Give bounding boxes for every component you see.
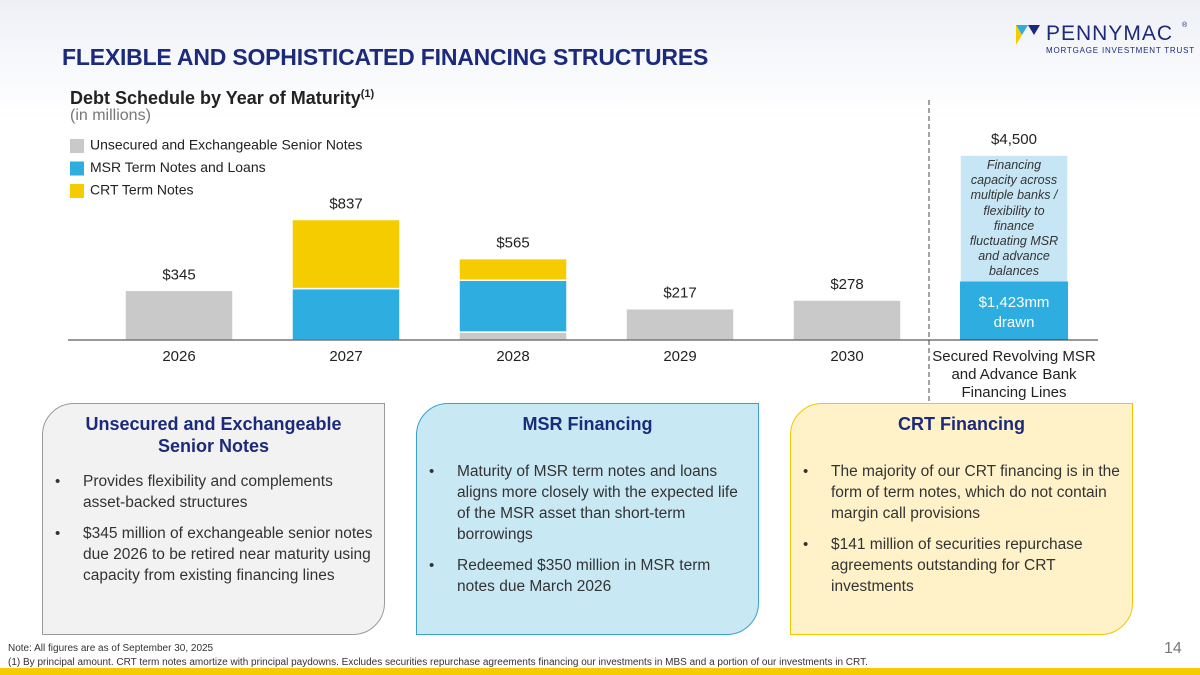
bar-segment <box>124 289 234 341</box>
panel-title: CRT Financing <box>898 414 1025 434</box>
bullet: $141 million of securities repurchase ag… <box>791 534 1132 597</box>
total-label: $837 <box>329 195 362 212</box>
drawn-bar <box>960 281 1068 340</box>
bar-segment <box>458 279 568 333</box>
panel: CRT Financing The majority of our CRT fin… <box>790 403 1133 635</box>
total-label: $345 <box>162 266 195 283</box>
legend-swatch <box>70 161 84 176</box>
bottom-stripe <box>0 668 1200 675</box>
total-label: $565 <box>496 235 529 252</box>
bar-segment <box>291 287 401 341</box>
chart-title-note: (1) <box>360 88 375 100</box>
logo-name: PENNYMAC <box>1046 22 1174 45</box>
panel-title: MSR Financing <box>522 414 653 434</box>
bar-segment <box>458 257 568 281</box>
bar-segment <box>458 331 568 341</box>
chart-title: Debt Schedule by Year of Maturity(1) <box>70 88 374 109</box>
slide-title: FLEXIBLE AND SOPHISTICATED FINANCING STR… <box>62 44 709 70</box>
x-tick-label: 2028 <box>496 348 529 365</box>
x-tick-label: 2030 <box>830 348 863 365</box>
x-tick-label: 2027 <box>329 348 362 365</box>
footnote: (1) By principal amount. CRT term notes … <box>8 657 868 668</box>
x-tick-label: 2026 <box>162 348 195 365</box>
bar-segment <box>792 299 902 341</box>
logo-icon <box>1016 25 1040 45</box>
facility-description: Financing capacity across multiple banks… <box>969 158 1059 279</box>
legend-label: MSR Term Notes and Loans <box>90 159 266 175</box>
bullet: $345 million of exchangeable senior note… <box>43 523 384 586</box>
legend-swatch <box>70 139 84 153</box>
page-number: 14 <box>1164 640 1182 657</box>
chart: Unsecured and Exchangeable Senior Notes M… <box>68 100 1098 402</box>
bar-segment <box>291 218 401 290</box>
chart-title-text: Debt Schedule by Year of Maturity <box>70 88 361 108</box>
bullet: The majority of our CRT financing is in … <box>791 461 1132 524</box>
bullet: Redeemed $350 million in MSR term notes … <box>417 555 758 597</box>
legend-label: Unsecured and Exchangeable Senior Notes <box>90 137 362 153</box>
panel: MSR Financing Maturity of MSR term notes … <box>416 403 759 635</box>
panel: Unsecured and Exchangeable Senior Notes P… <box>42 403 385 635</box>
bullet: Provides flexibility and complements ass… <box>43 471 384 513</box>
capacity-label: $4,500 <box>991 131 1037 148</box>
logo-tagline: MORTGAGE INVESTMENT TRUST <box>1046 46 1195 55</box>
drawn-label: $1,423mm drawn <box>978 293 1050 331</box>
bullet: Maturity of MSR term notes and loans ali… <box>417 461 758 545</box>
legend-label: CRT Term Notes <box>90 182 193 198</box>
chart-subtitle: (in millions) <box>70 107 151 124</box>
total-label: $278 <box>830 276 863 293</box>
footer-note: Note: All figures are as of September 30… <box>8 643 214 654</box>
bar-segment <box>625 308 735 341</box>
x-tick-label: 2029 <box>663 348 696 365</box>
logo-mark: ® <box>1182 22 1188 29</box>
panel-title: Unsecured and Exchangeable Senior Notes <box>85 414 342 456</box>
x-tick-label: Secured Revolving MSR and Advance Bank F… <box>932 348 1096 401</box>
total-label: $217 <box>663 285 696 302</box>
legend-swatch <box>70 184 84 198</box>
